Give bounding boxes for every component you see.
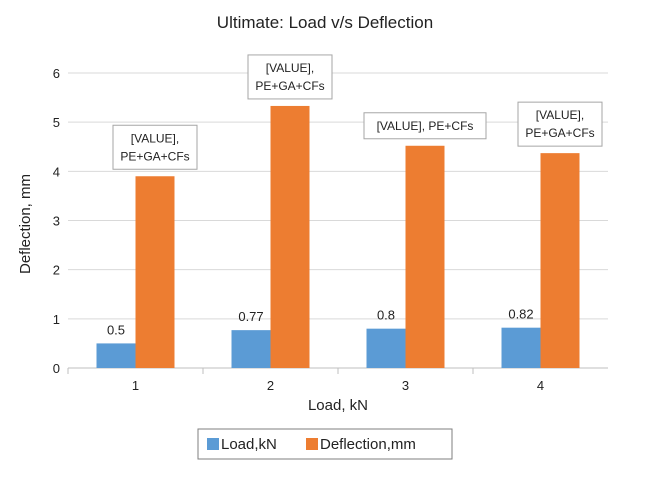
- data-label-load: 0.82: [508, 307, 533, 322]
- y-tick-label: 6: [53, 66, 60, 81]
- legend-swatch: [207, 438, 219, 450]
- legend-box: [197, 428, 453, 460]
- y-tick-label: 3: [53, 214, 60, 229]
- y-axis-label: Deflection, mm: [17, 174, 34, 274]
- bar-load: [96, 343, 136, 368]
- bar-deflection: [270, 105, 310, 369]
- data-label-load: 0.77: [238, 309, 263, 324]
- data-callout-deflection: [VALUE], PE+GA+CFs: [247, 54, 333, 100]
- y-tick-label: 4: [53, 164, 60, 179]
- callout-box: [517, 101, 603, 147]
- x-tick-label: 3: [402, 378, 409, 393]
- callout-text: PE+GA+CFs: [525, 126, 594, 140]
- y-tick-label: 2: [53, 263, 60, 278]
- callout-box: [363, 112, 487, 140]
- callout-text: [VALUE],: [266, 61, 314, 75]
- callout-text: [VALUE],: [536, 108, 584, 122]
- y-tick-label: 0: [53, 361, 60, 376]
- bar-load: [231, 330, 271, 368]
- legend-swatch: [306, 438, 318, 450]
- bar-load: [366, 328, 406, 368]
- legend-label: Deflection,mm: [320, 436, 416, 453]
- data-label-load: 0.8: [377, 308, 395, 323]
- callout-box: [247, 54, 333, 100]
- x-tick-label: 2: [267, 378, 274, 393]
- bar-deflection: [135, 176, 175, 368]
- y-tick-label: 1: [53, 312, 60, 327]
- callout-text: [VALUE], PE+CFs: [377, 119, 474, 133]
- data-callout-deflection: [VALUE], PE+GA+CFs: [517, 101, 603, 147]
- bar-load: [501, 327, 541, 368]
- data-callout-deflection: [VALUE], PE+GA+CFs: [112, 124, 198, 170]
- callout-box: [112, 124, 198, 170]
- bar-deflection: [540, 153, 580, 368]
- chart-title: Ultimate: Load v/s Deflection: [217, 13, 433, 32]
- x-tick-label: 1: [132, 378, 139, 393]
- x-tick-label: 4: [537, 378, 544, 393]
- callout-text: [VALUE],: [131, 131, 179, 145]
- y-tick-label: 5: [53, 115, 60, 130]
- plot-area: 0 1 2 3 4 5 6 1 0.5 [VALUE], PE+GA+CFs 2 0.77 [VALUE]…: [53, 54, 608, 393]
- data-label-load: 0.5: [107, 322, 125, 337]
- legend-label: Load,kN: [221, 436, 277, 453]
- callout-text: PE+GA+CFs: [120, 149, 189, 163]
- callout-text: PE+GA+CFs: [255, 79, 324, 93]
- bar-deflection: [405, 145, 445, 368]
- x-axis-label: Load, kN: [308, 397, 368, 414]
- data-callout-deflection: [VALUE], PE+CFs: [363, 112, 487, 140]
- legend: Load,kN Deflection,mm: [197, 428, 453, 460]
